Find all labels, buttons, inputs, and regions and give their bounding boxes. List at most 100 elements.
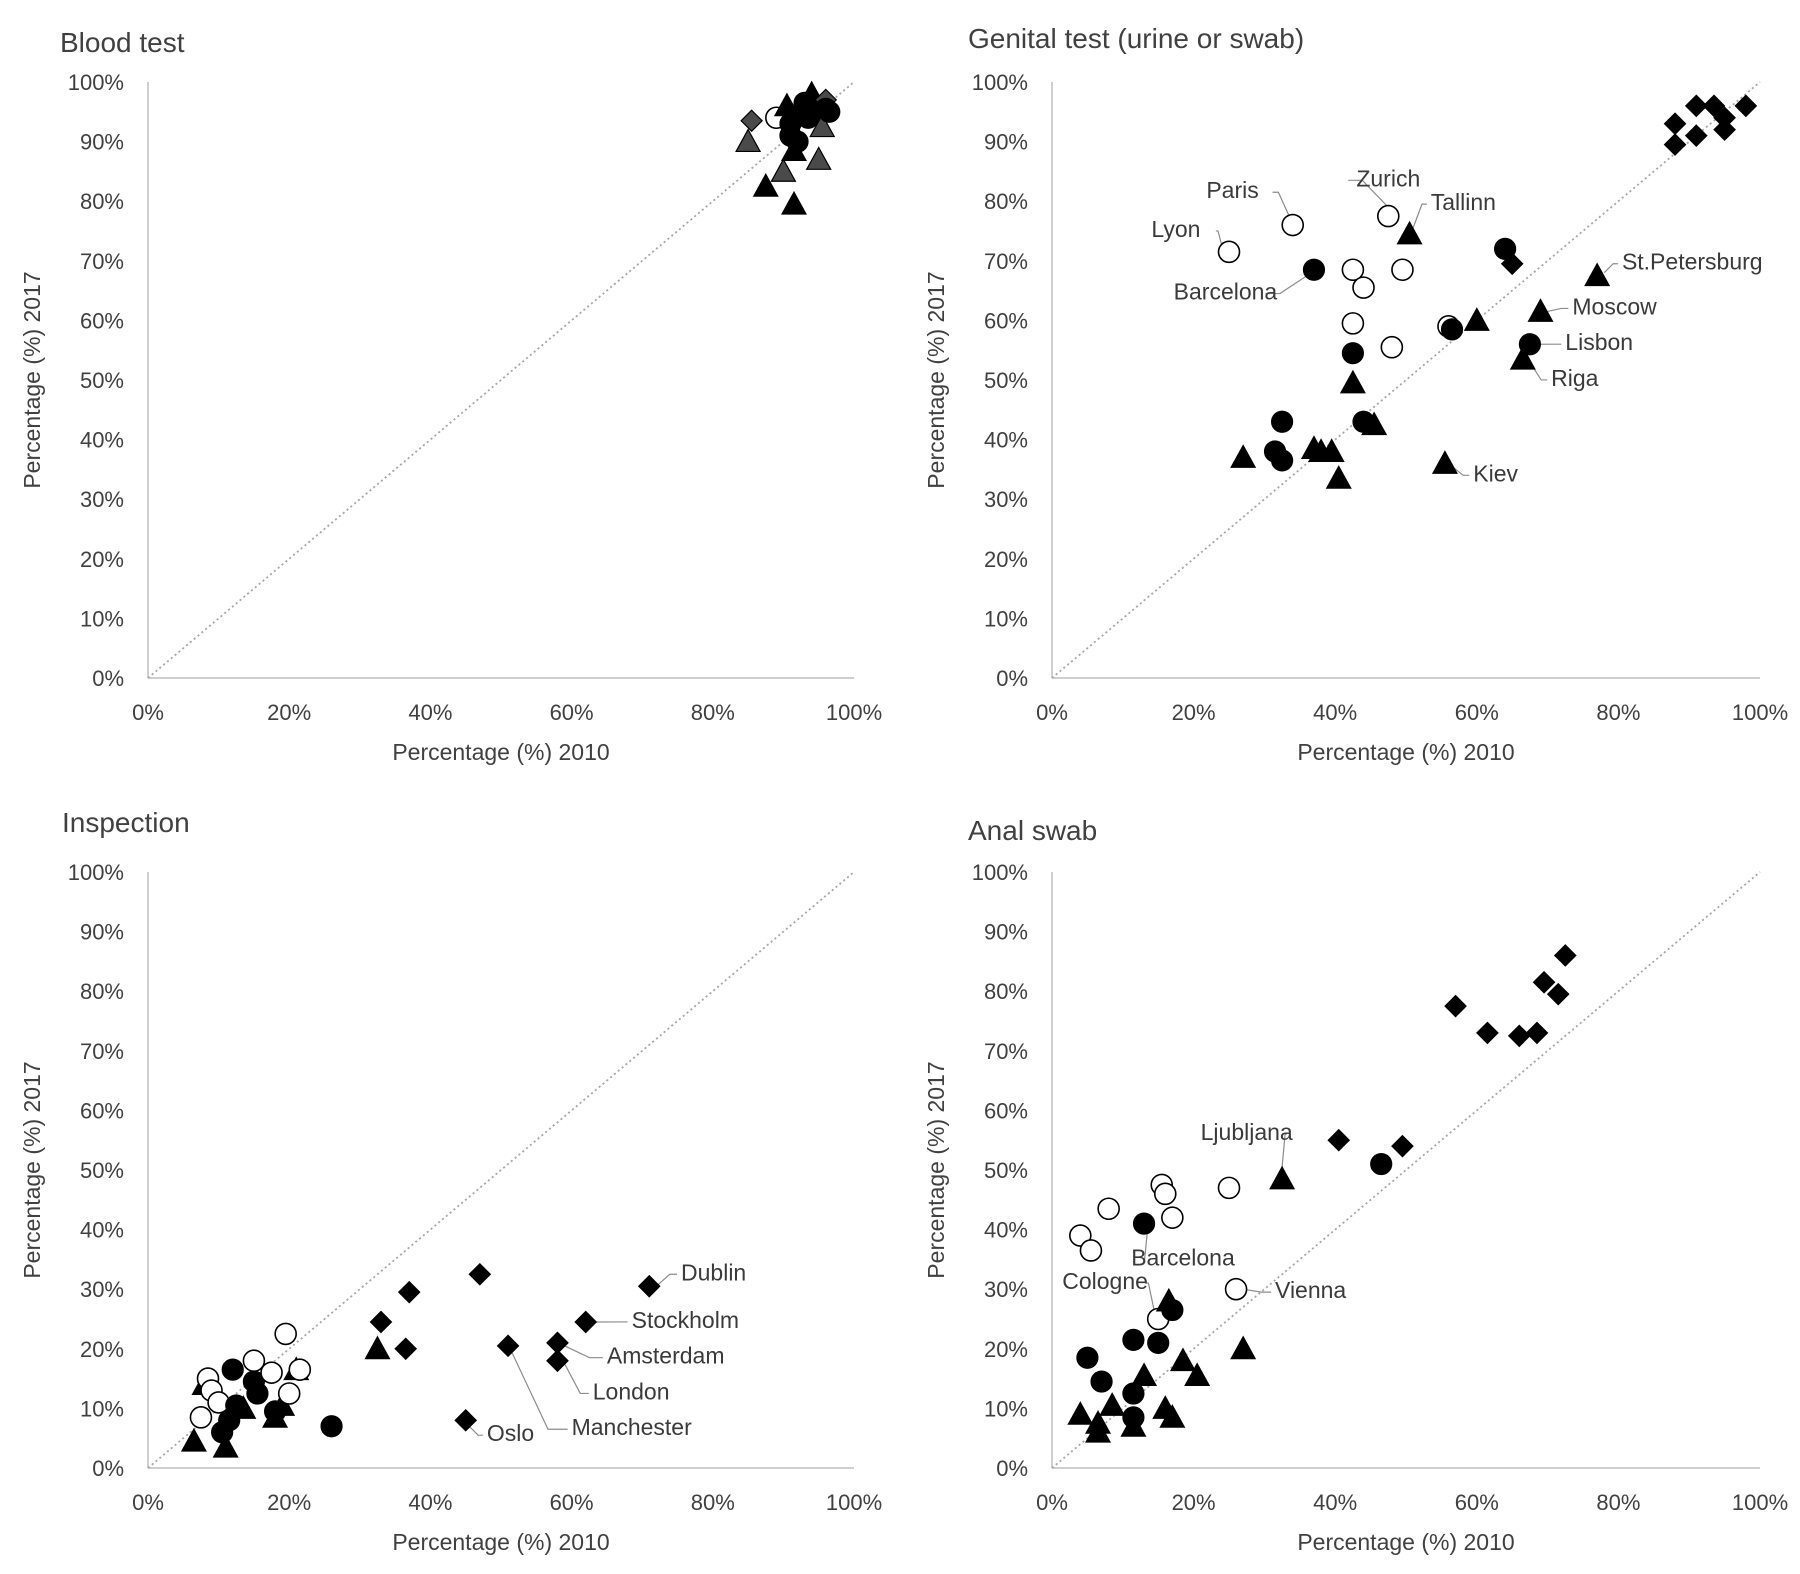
city-annotation-label: Ljubljana [1201, 1119, 1293, 1145]
y-tick-label: 70% [80, 249, 124, 274]
data-points [1067, 944, 1577, 1443]
annotation-leader-line [1145, 1282, 1156, 1314]
data-point-circle-solid [1440, 318, 1464, 341]
annotation-leader-line [1603, 263, 1618, 274]
annotation-leader-line [564, 1345, 603, 1359]
diagonal-reference-line [1051, 871, 1761, 1469]
data-point-circle-open [1281, 213, 1305, 237]
data-point-triangle-solid [780, 190, 808, 215]
data-point-circle-open [1341, 312, 1365, 335]
city-annotation-label: Paris [1206, 177, 1258, 203]
y-tick-label: 0% [996, 1456, 1028, 1481]
data-point-circle-solid [1270, 410, 1294, 433]
data-point-triangle-solid [1325, 465, 1352, 489]
y-tick-label: 0% [996, 666, 1028, 691]
data-point-triangle-solid [1085, 1418, 1112, 1443]
y-tick-label: 70% [984, 1039, 1028, 1064]
y-tick-label: 50% [984, 1158, 1028, 1183]
data-point-triangle-solid [1339, 369, 1366, 394]
data-point-diamond-solid [1444, 994, 1467, 1018]
data-point-circle-solid [1341, 342, 1365, 365]
data-point-circle-solid [246, 1382, 269, 1405]
data-point-circle-open [1341, 258, 1365, 282]
y-tick-label: 10% [80, 1396, 124, 1421]
x-tick-label: 60% [550, 1490, 594, 1515]
x-tick-label: 40% [1313, 1490, 1357, 1515]
data-point-diamond-solid [496, 1334, 520, 1358]
data-point-circle-open [1352, 276, 1375, 299]
data-point-triangle-solid [1463, 307, 1490, 331]
annotation-leader-line [1142, 1229, 1149, 1260]
y-axis-label: Percentage (%) 2017 [923, 271, 949, 488]
x-tick-label: 0% [132, 700, 164, 725]
y-tick-label: 40% [984, 1218, 1028, 1243]
data-point-triangle-solid [1155, 1287, 1182, 1312]
y-tick-label: 90% [80, 130, 124, 155]
data-point-triangle-solid [180, 1427, 207, 1452]
data-point-diamond-solid [397, 1280, 421, 1304]
data-point-diamond-grey [740, 109, 763, 133]
y-tick-label: 0% [92, 1456, 124, 1481]
y-tick-label: 60% [80, 308, 124, 333]
data-point-diamond-solid [1532, 970, 1556, 994]
annotations: Dublin Stockholm Amsterdam London Manchester… [468, 1259, 746, 1446]
panel-title: Genital test (urine or swab) [968, 23, 1304, 54]
x-tick-label: 40% [1313, 700, 1357, 725]
data-point-triangle-solid [1527, 298, 1554, 322]
y-tick-label: 10% [80, 606, 124, 631]
data-points [1217, 94, 1758, 489]
data-point-triangle-solid [364, 1335, 391, 1360]
city-annotation-label: Lisbon [1565, 329, 1633, 355]
x-tick-label: 0% [1036, 700, 1068, 725]
y-tick-label: 90% [984, 920, 1028, 945]
data-point-circle-open [1079, 1239, 1103, 1262]
annotation-leader-line [1243, 1288, 1272, 1293]
y-tick-label: 40% [984, 428, 1028, 453]
data-point-circle-solid [1132, 1212, 1156, 1235]
data-point-circle-solid [1518, 333, 1542, 356]
city-annotation-label: Manchester [572, 1414, 693, 1440]
x-axis-label: Percentage (%) 2010 [1297, 1529, 1514, 1555]
data-point-circle-open [277, 1382, 301, 1405]
y-tick-label: 30% [80, 487, 124, 512]
data-point-triangle-solid [1361, 411, 1388, 436]
annotation-leader-line [511, 1351, 568, 1430]
y-tick-label: 50% [80, 1158, 124, 1183]
data-point-diamond-solid [454, 1408, 478, 1432]
data-point-triangle-grey [809, 113, 836, 138]
panel-title: Anal swab [968, 815, 1097, 846]
city-annotation-label: St.Petersburg [1622, 249, 1763, 275]
data-point-diamond-solid [1553, 944, 1577, 967]
annotation-leader-line [1547, 307, 1569, 313]
data-point-circle-solid [1270, 449, 1294, 472]
city-annotation-label: Dublin [681, 1259, 746, 1285]
data-point-triangle-solid [752, 173, 779, 197]
data-point-diamond-solid [1500, 252, 1524, 276]
y-tick-label: 60% [984, 308, 1028, 333]
data-point-diamond-solid [1684, 94, 1708, 118]
data-point-circle-open [1377, 204, 1400, 228]
x-tick-label: 100% [826, 1490, 882, 1515]
panel-inspection: Inspection 0% 10% 20% 30% 40% 50% 60% 70% 80% 90% 1… [19, 807, 882, 1555]
y-tick-label: 70% [80, 1039, 124, 1064]
data-point-diamond-solid [1525, 1021, 1549, 1045]
data-point-circle-open [1217, 1176, 1241, 1200]
data-point-triangle-solid [1131, 1362, 1158, 1387]
y-axis-label: Percentage (%) 2017 [923, 1061, 949, 1278]
y-tick-label: 50% [984, 368, 1028, 393]
data-point-circle-open [1380, 335, 1404, 359]
data-point-circle-open [1153, 1182, 1177, 1206]
panel-title: Inspection [62, 807, 190, 838]
data-point-diamond-solid [1684, 124, 1708, 147]
x-tick-label: 60% [550, 700, 594, 725]
x-axis-label: Percentage (%) 2010 [392, 739, 609, 765]
x-tick-label: 20% [267, 700, 311, 725]
annotation-leader-line [1215, 230, 1223, 247]
data-point-triangle-solid [1230, 444, 1257, 468]
data-point-circle-open [1097, 1197, 1120, 1221]
data-points [735, 80, 841, 215]
city-annotation-label: Barcelona [1131, 1244, 1235, 1270]
x-axis-label: Percentage (%) 2010 [1297, 739, 1514, 765]
x-axis-label: Percentage (%) 2010 [392, 1529, 609, 1555]
x-tick-label: 100% [1732, 1490, 1788, 1515]
